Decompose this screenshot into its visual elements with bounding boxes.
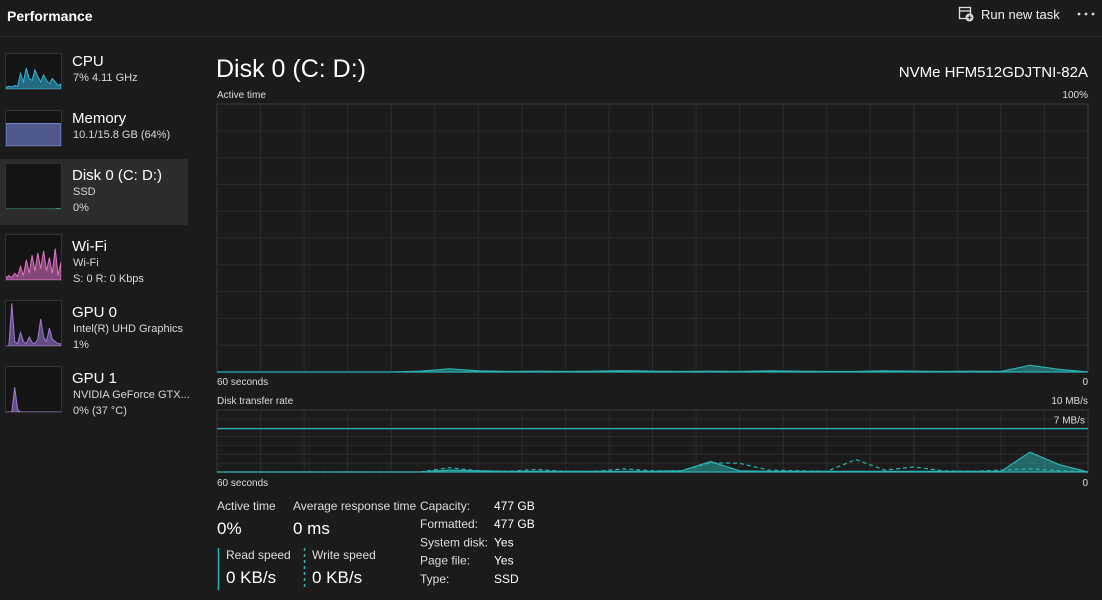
thumbnail	[5, 53, 62, 90]
item-detail: 1%	[73, 339, 89, 351]
item-name: Memory	[72, 110, 127, 127]
item-name: Wi-Fi	[72, 238, 107, 255]
property-label: Formatted:	[420, 517, 478, 531]
sparkline-chart	[6, 123, 61, 146]
disk-title: Disk 0 (C: D:)	[216, 55, 366, 83]
sparkline	[6, 207, 61, 209]
sparkline	[6, 387, 61, 412]
thumbnail	[5, 234, 62, 281]
stat-label: Write speed	[312, 548, 376, 562]
stat-value: 0 KB/s	[312, 568, 362, 587]
property-label: System disk:	[420, 535, 488, 549]
sidebar-item[interactable]: CPU 7% 4.11 GHz	[0, 50, 188, 100]
item-detail: 7% 4.11 GHz	[73, 72, 138, 84]
item-name: GPU 1	[72, 370, 118, 387]
item-detail: NVIDIA GeForce GTX...	[73, 389, 190, 401]
property-value: SSD	[494, 572, 519, 586]
sidebar-item[interactable]: Wi-Fi Wi-Fi S: 0 R: 0 Kbps	[0, 230, 188, 296]
header: Performance Run new task	[0, 0, 1102, 37]
item-detail: 10.1/15.8 GB (64%)	[73, 129, 171, 141]
axis-max-label: 100%	[1062, 90, 1088, 101]
run-new-task[interactable]: Run new task	[981, 7, 1060, 22]
property-label: Page file:	[420, 554, 470, 568]
item-detail: Intel(R) UHD Graphics	[73, 323, 184, 335]
item-detail: SSD	[73, 186, 96, 198]
stat-label: Read speed	[226, 548, 291, 562]
property-label: Type:	[420, 572, 449, 586]
sparkline	[6, 123, 61, 146]
item-name: GPU 0	[72, 304, 118, 321]
property-value: Yes	[494, 535, 514, 549]
sidebar-item[interactable]: Disk 0 (C: D:) SSD 0%	[0, 159, 188, 225]
sparkline	[6, 248, 61, 280]
chart-label: Active time	[217, 90, 266, 101]
item-detail: 0% (37 °C)	[73, 405, 127, 417]
thumbnail	[5, 300, 62, 347]
axis-max-label: 10 MB/s	[1051, 396, 1088, 407]
more-button[interactable]	[1076, 10, 1096, 18]
stat-label: Average response time	[293, 499, 417, 513]
property-value: Yes	[494, 554, 514, 568]
chart-label: Disk transfer rate	[217, 396, 294, 407]
thumbnail	[5, 163, 62, 210]
sparkline-chart	[6, 248, 61, 280]
stat-value: 0 KB/s	[226, 568, 276, 587]
item-detail: 0%	[73, 202, 89, 214]
item-detail: Wi-Fi	[73, 257, 99, 269]
area-series	[217, 364, 1089, 373]
sidebar-item[interactable]: Memory 10.1/15.8 GB (64%)	[0, 107, 188, 157]
axis-min-label: 0	[1082, 478, 1088, 489]
item-detail: S: 0 R: 0 Kbps	[73, 273, 144, 285]
line-series	[217, 458, 1089, 473]
stat-label: Active time	[217, 499, 276, 513]
sidebar-item[interactable]: GPU 0 Intel(R) UHD Graphics 1%	[0, 296, 188, 362]
axis-min-label: 0	[1082, 377, 1088, 388]
reference-label: 7 MB/s	[1054, 416, 1085, 427]
stat-value: 0 ms	[293, 519, 330, 538]
property-value: 477 GB	[494, 499, 535, 513]
thumbnail	[5, 366, 62, 413]
sidebar-item[interactable]: GPU 1 NVIDIA GeForce GTX... 0% (37 °C)	[0, 362, 190, 428]
time-label: 60 seconds	[217, 478, 268, 489]
page-title: Performance	[7, 8, 93, 24]
sparkline-chart	[6, 67, 61, 89]
sparkline	[6, 67, 61, 89]
time-label: 60 seconds	[217, 377, 268, 388]
item-name: Disk 0 (C: D:)	[72, 167, 162, 184]
item-name: CPU	[72, 53, 104, 70]
thumbnail	[5, 110, 62, 147]
sparkline	[6, 303, 61, 346]
sparkline-chart	[6, 303, 61, 346]
sparkline-chart	[6, 207, 61, 209]
stat-value: 0%	[217, 519, 242, 538]
property-label: Capacity:	[420, 499, 470, 513]
property-value: 477 GB	[494, 517, 535, 531]
sparkline-chart	[6, 387, 61, 412]
run-task-icon[interactable]	[958, 6, 974, 22]
disk-model: NVMe HFM512GDJTNI-82A	[899, 64, 1088, 81]
